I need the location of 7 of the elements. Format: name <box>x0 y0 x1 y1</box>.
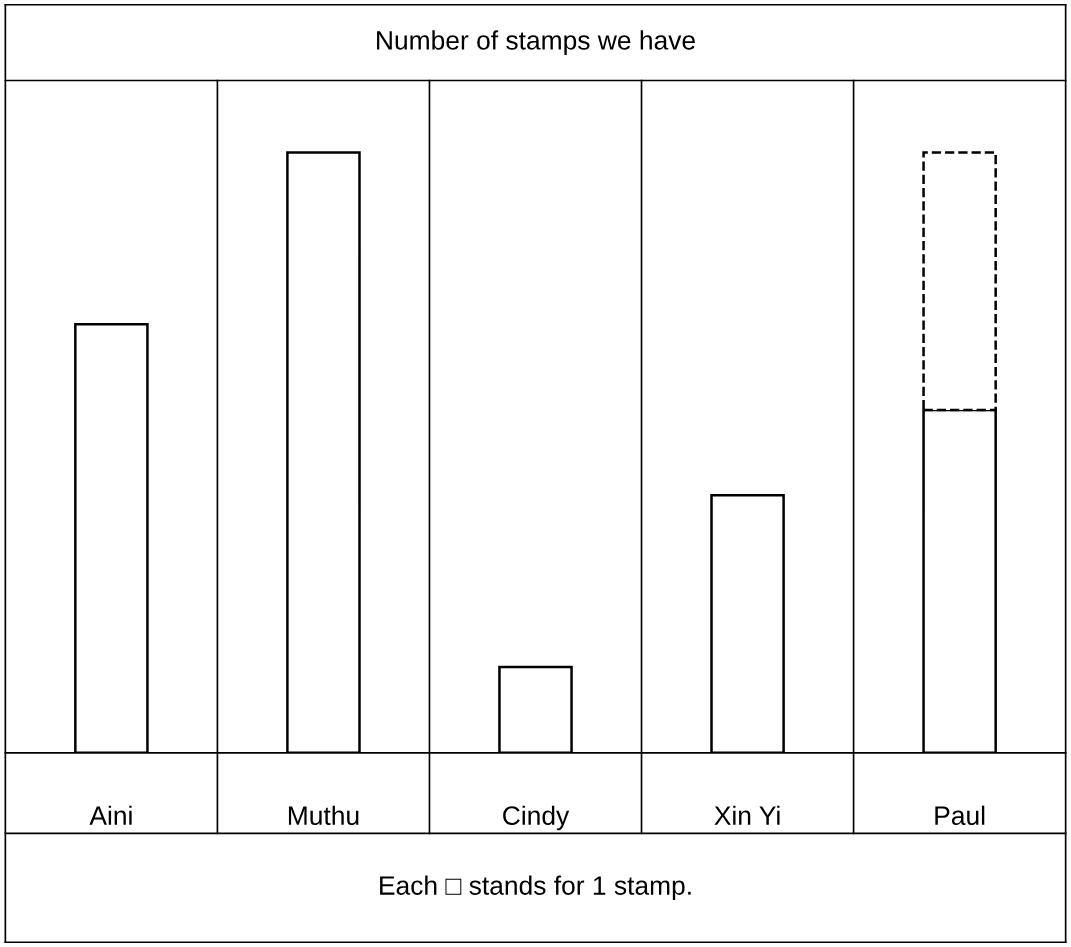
x-tick-label: Cindy <box>503 805 570 831</box>
chart-title: Number of stamps we have <box>377 30 695 55</box>
x-tick-label: Muthu <box>288 805 359 826</box>
x-tick-label: Paul <box>935 805 985 826</box>
text: Each □ stands for 1 stamp. <box>380 875 691 901</box>
x-tick-label: Xin Yi <box>714 805 780 825</box>
x-tick-label: Aini <box>89 805 132 825</box>
